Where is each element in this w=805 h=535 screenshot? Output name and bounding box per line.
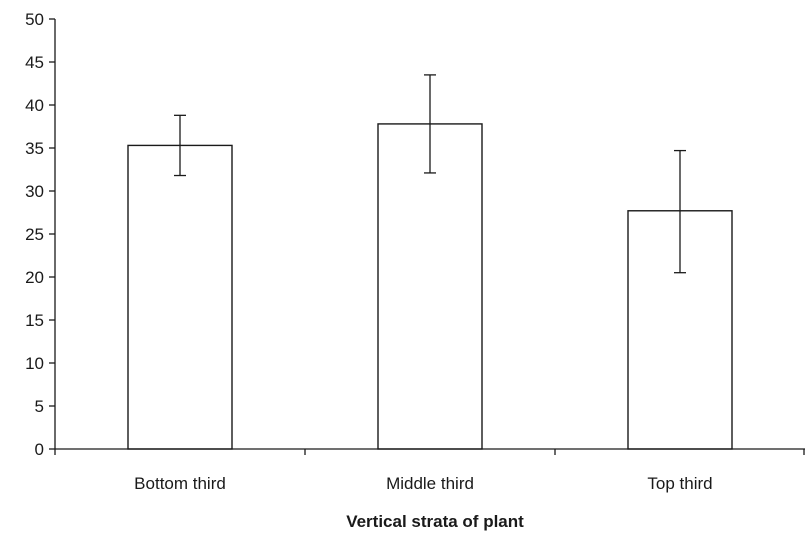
y-tick-label: 40 — [25, 96, 44, 115]
x-axis-title: Vertical strata of plant — [346, 512, 524, 531]
bar-middle-third — [377, 123, 483, 450]
y-tick-label: 30 — [25, 182, 44, 201]
x-axis-ticks: Bottom third Middle third Top third — [54, 449, 805, 493]
y-tick-label: 10 — [25, 354, 44, 373]
x-tick-label: Bottom third — [134, 474, 226, 493]
x-tick-label: Top third — [647, 474, 712, 493]
y-tick-label: 50 — [25, 10, 44, 29]
y-tick-label: 20 — [25, 268, 44, 287]
bars — [127, 123, 733, 450]
y-tick-label: 0 — [35, 440, 44, 459]
y-tick-label: 25 — [25, 225, 44, 244]
y-tick-label: 35 — [25, 139, 44, 158]
y-tick-label: 15 — [25, 311, 44, 330]
error-bars — [174, 74, 686, 274]
y-tick-label: 45 — [25, 53, 44, 72]
y-tick-label: 5 — [35, 397, 44, 416]
bar-bottom-third — [127, 144, 233, 450]
x-tick-label: Middle third — [386, 474, 474, 493]
y-axis-ticks: 0 5 10 15 20 25 30 35 40 45 50 — [25, 10, 55, 459]
